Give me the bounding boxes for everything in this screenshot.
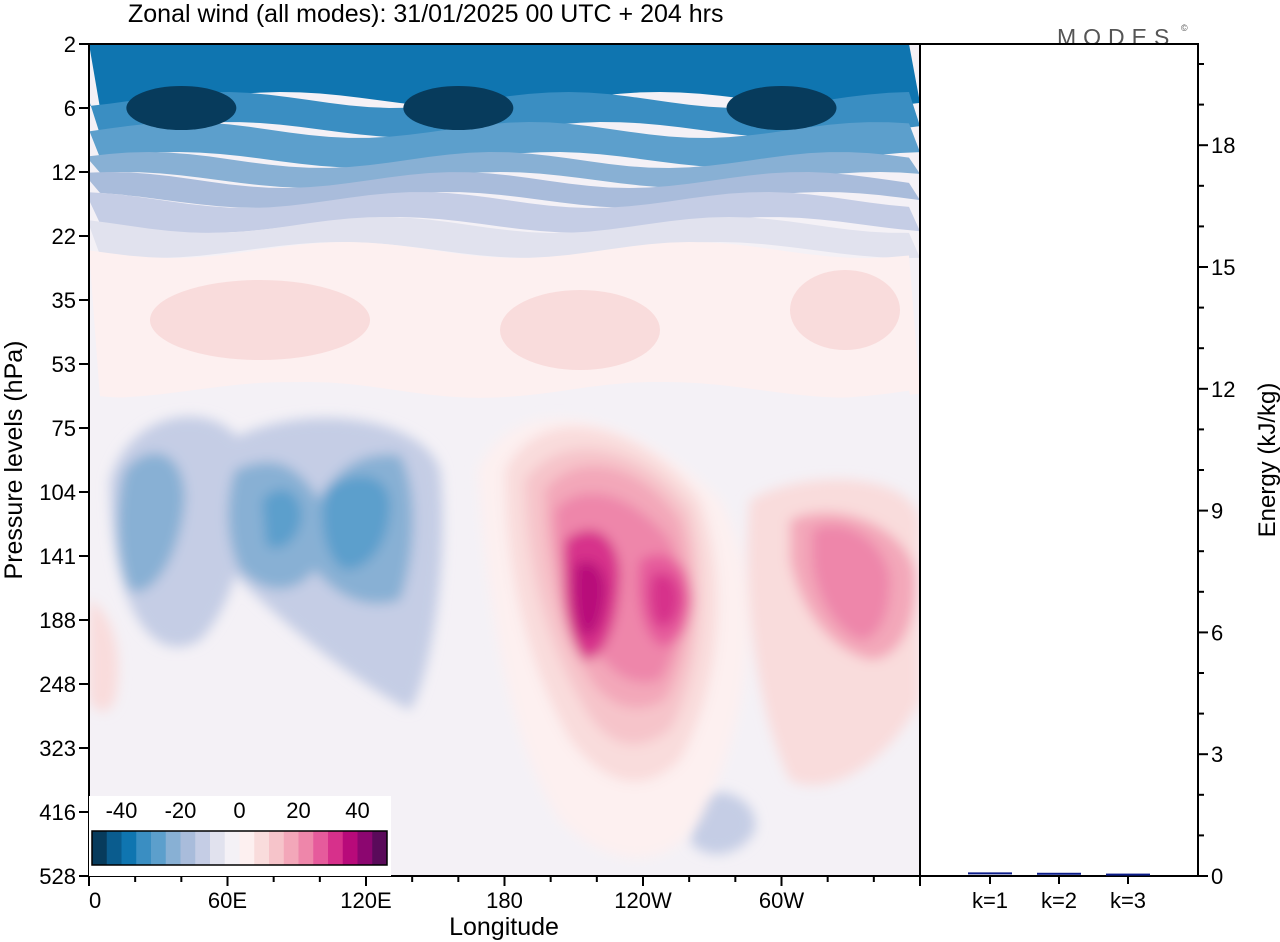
- energy-bar: [1037, 872, 1081, 875]
- easterly-patch-core-west: [118, 453, 185, 592]
- y-tick-label: 104: [39, 480, 76, 505]
- y-tick-label: 53: [52, 352, 76, 377]
- energy-panel-frame: [919, 43, 1199, 877]
- colorbar-label: -20: [165, 798, 197, 823]
- colorbar-label: 0: [233, 798, 245, 823]
- easterly-patch-far-east: [690, 791, 756, 854]
- colorbar-swatch: [92, 831, 108, 865]
- stratosphere-band: [89, 122, 920, 168]
- stratosphere-bands: [89, 44, 920, 448]
- colorbar-swatch: [283, 831, 299, 865]
- easterly-patch-inner-1: [262, 489, 302, 549]
- x-tick-label: 60W: [759, 888, 804, 913]
- westerly-jets: [89, 418, 920, 858]
- y-tick-label: 188: [39, 608, 76, 633]
- energy-category-label: k=1: [972, 888, 1008, 913]
- jet-east-core: [812, 525, 891, 640]
- x-axis-ticks: 0 60E 120E 180 120W 60W: [88, 876, 921, 913]
- stratosphere-band: [89, 217, 920, 258]
- easterly-patches: [110, 416, 756, 854]
- modes-logo: MODES: [1057, 24, 1176, 50]
- y-tick-label: 416: [39, 800, 76, 825]
- energy-bar: [1106, 873, 1150, 876]
- x-tick-label: 0: [89, 888, 101, 913]
- easterly-core: [126, 86, 237, 130]
- energy-tick-label: 6: [1211, 620, 1223, 645]
- y-tick-label: 141: [39, 544, 76, 569]
- jet-west-edge: [89, 600, 119, 712]
- colorbar-swatch: [372, 831, 388, 865]
- colorbar-swatch: [328, 831, 344, 865]
- modes-logo-mark: ©: [1181, 23, 1188, 33]
- colorbar-swatch: [254, 831, 270, 865]
- westerly-band-patch: [790, 270, 900, 350]
- colorbar-label: 40: [345, 798, 369, 823]
- y-tick-label: 12: [52, 160, 76, 185]
- energy-axis-ticks: 0 3 6 9 12 15 18: [1198, 63, 1235, 889]
- energy-tick-label: 18: [1211, 133, 1235, 158]
- easterly-core: [403, 86, 514, 130]
- y-axis-ticks: 2 6 12 22 35 53 75 104 141 188 248 323 416 528: [39, 32, 89, 889]
- colorbar-swatch: [313, 831, 329, 865]
- colorbar-swatch: [106, 831, 122, 865]
- colorbar-label: -40: [106, 798, 138, 823]
- colorbar-swatch: [269, 831, 285, 865]
- easterly-patch-inner-2: [322, 476, 391, 570]
- energy-tick-label: 3: [1211, 742, 1223, 767]
- energy-category-label: k=3: [1110, 888, 1146, 913]
- colorbar: -40 -20 0 20 40: [89, 796, 391, 876]
- heatmap-plot: [89, 44, 920, 876]
- energy-tick-label: 12: [1211, 377, 1235, 402]
- y-tick-label: 22: [52, 224, 76, 249]
- y-tick-label: 6: [64, 96, 76, 121]
- x-tick-label: 180: [486, 888, 523, 913]
- colorbar-swatch: [151, 831, 167, 865]
- colorbar-labels: -40 -20 0 20 40: [106, 798, 370, 823]
- colorbar-swatch: [224, 831, 240, 865]
- jet-core-west-inner: [573, 561, 606, 637]
- colorbar-swatch: [342, 831, 358, 865]
- x-tick-label: 120E: [340, 888, 391, 913]
- colorbar-frame: [91, 830, 388, 866]
- colorbar-swatch: [195, 831, 211, 865]
- jet-core-east-inner: [649, 572, 680, 627]
- colorbar-swatch: [298, 831, 314, 865]
- x-tick-label: 60E: [208, 888, 247, 913]
- stratosphere-band: [89, 192, 920, 233]
- easterly-core: [726, 86, 837, 130]
- y-tick-label: 75: [52, 416, 76, 441]
- westerly-band-patch: [500, 290, 660, 370]
- energy-tick-label: 15: [1211, 255, 1235, 280]
- x-axis-label: Longitude: [449, 913, 559, 941]
- westerly-band-patch: [150, 280, 370, 360]
- colorbar-swatches: [91, 830, 388, 866]
- colorbar-swatch: [165, 831, 181, 865]
- energy-axis-label: Energy (kJ/kg): [1254, 383, 1280, 538]
- energy-bar: [968, 872, 1012, 875]
- energy-tick-label: 9: [1211, 499, 1223, 524]
- colorbar-label: 20: [286, 798, 310, 823]
- stratosphere-band: [89, 44, 920, 108]
- y-tick-label: 2: [64, 32, 76, 57]
- colorbar-swatch: [136, 831, 152, 865]
- y-tick-label: 35: [52, 288, 76, 313]
- colorbar-swatch: [357, 831, 373, 865]
- y-tick-label: 248: [39, 672, 76, 697]
- energy-tick-label: 0: [1211, 864, 1223, 889]
- colorbar-swatch: [180, 831, 196, 865]
- energy-bars: k=1 k=2 k=3: [968, 872, 1150, 913]
- colorbar-swatch: [210, 831, 226, 865]
- colorbar-swatch: [121, 831, 137, 865]
- colorbar-swatch: [239, 831, 255, 865]
- chart-title: Zonal wind (all modes): 31/01/2025 00 UT…: [128, 0, 723, 28]
- y-tick-label: 528: [39, 864, 76, 889]
- x-tick-label: 120W: [614, 888, 672, 913]
- stratosphere-band: [89, 152, 920, 188]
- y-axis-label: Pressure levels (hPa): [0, 341, 28, 580]
- energy-category-label: k=2: [1041, 888, 1077, 913]
- y-tick-label: 323: [39, 736, 76, 761]
